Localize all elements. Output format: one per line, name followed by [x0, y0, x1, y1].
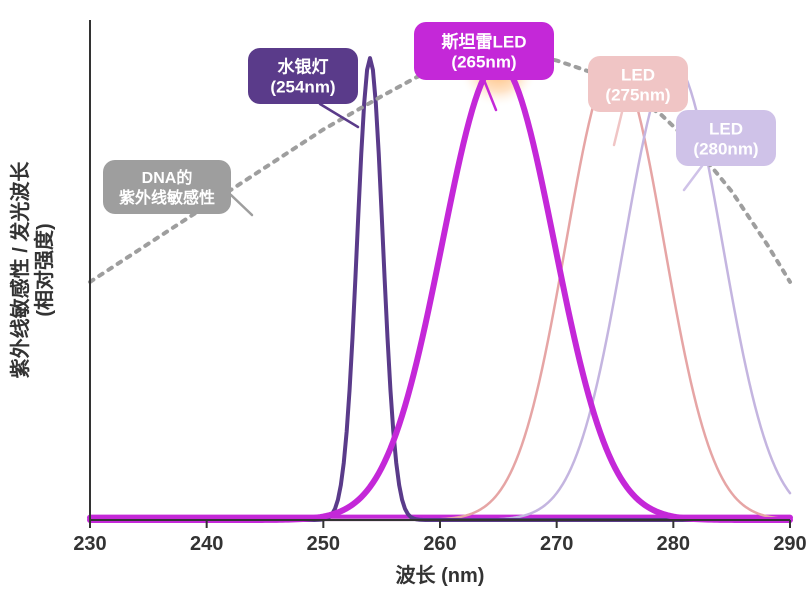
callout-pointer-led275	[614, 112, 622, 145]
chart-svg: 230 240 250 260 270 280 290 波长 (nm) 紫外线敏感性 / 发光波…	[0, 0, 811, 596]
callout-text2-mercury: (254nm)	[270, 77, 335, 96]
callout-pointer-dna	[231, 195, 252, 215]
callout-text1-dna: DNA的	[142, 168, 193, 187]
y-axis-label-group: 紫外线敏感性 / 发光波长(相对强度)	[8, 161, 56, 379]
callout-text2-dna: 紫外线敏感性	[119, 188, 215, 207]
x-tick-label: 250	[307, 533, 340, 555]
x-tick-label: 240	[190, 533, 223, 555]
y-axis-label-line2: (相对强度)	[32, 223, 56, 316]
x-tick-label: 230	[73, 533, 106, 555]
callout-text2-led280: (280nm)	[693, 139, 758, 158]
callout-text1-led275: LED	[621, 65, 655, 84]
x-tick-label: 260	[423, 533, 456, 555]
callout-text2-stanley: (265nm)	[451, 52, 516, 71]
callout-text2-led275: (275nm)	[605, 85, 670, 104]
callout-text1-stanley: 斯坦雷LED	[442, 31, 527, 51]
x-tick-label: 290	[773, 533, 806, 555]
callout-pointer-mercury	[320, 104, 358, 127]
x-tick-label: 280	[657, 533, 690, 555]
callout-text1-mercury: 水银灯	[278, 56, 329, 76]
callout-text1-led280: LED	[709, 119, 743, 138]
x-axis-label: 波长 (nm)	[396, 564, 485, 587]
uv-spectrum-chart: 230 240 250 260 270 280 290 波长 (nm) 紫外线敏感性 / 发光波…	[0, 0, 811, 596]
y-axis-label-line1: 紫外线敏感性 / 发光波长	[8, 161, 32, 379]
callout-pointer-led280	[684, 166, 702, 190]
x-tick-label: 270	[540, 533, 573, 555]
